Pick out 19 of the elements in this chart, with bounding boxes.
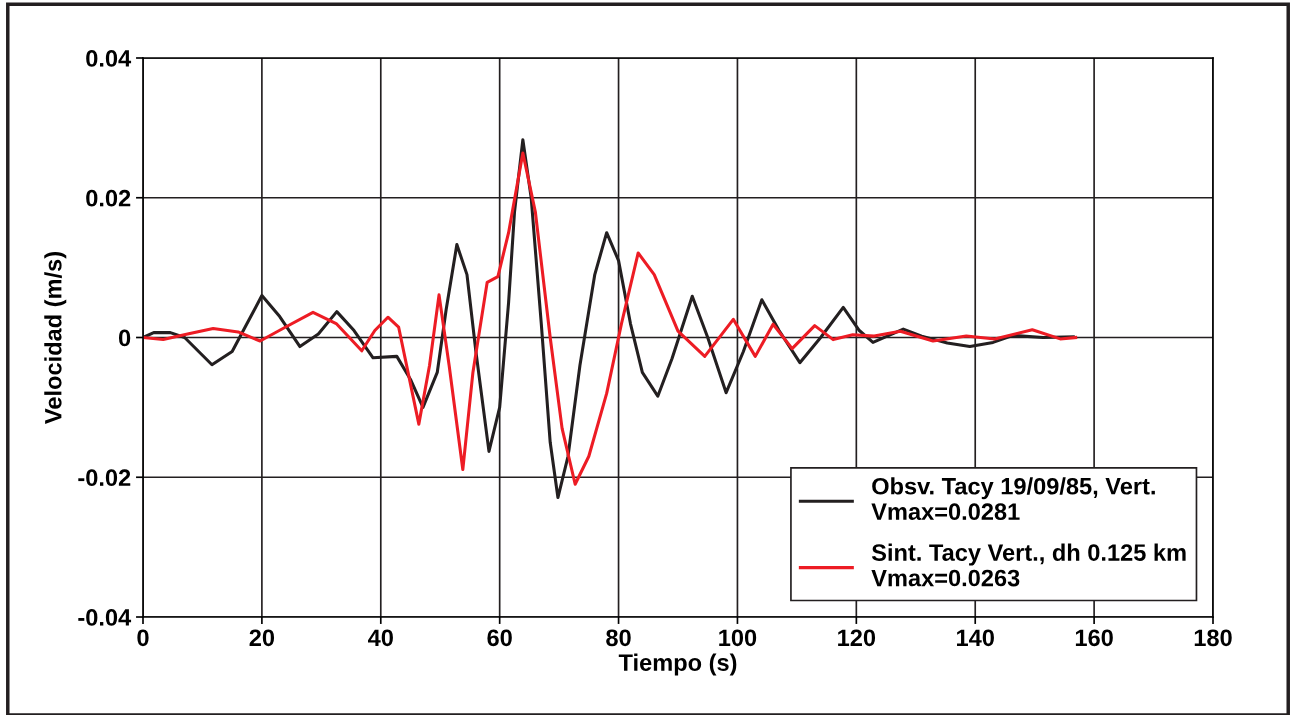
x-tick-label: 80 bbox=[606, 629, 631, 647]
x-tick-label: 120 bbox=[838, 629, 876, 647]
legend-label: Obsv. Tacy 19/09/85, Vert. Vmax=0.0281 bbox=[871, 477, 1155, 521]
y-tick-label: 0.04 bbox=[86, 50, 132, 67]
x-tick-label: 100 bbox=[719, 629, 757, 647]
x-tick-label: 60 bbox=[487, 629, 512, 647]
y-tick-label: -0.02 bbox=[78, 469, 131, 487]
x-axis-title: Tiempo (s) bbox=[618, 653, 737, 676]
x-tick-label: 0 bbox=[137, 629, 149, 647]
y-tick-label: 0.02 bbox=[86, 189, 131, 207]
y-tick-label: -0.04 bbox=[78, 609, 132, 626]
x-tick-label: 140 bbox=[957, 629, 994, 647]
y-axis-title: Velocidad (m/s) bbox=[44, 252, 67, 424]
x-tick-label: 40 bbox=[368, 629, 393, 647]
x-tick-label: 180 bbox=[1194, 629, 1232, 647]
legend-label: Sint. Tacy Vert., dh 0.125 km Vmax=0.0263 bbox=[871, 543, 1186, 587]
x-tick-label: 160 bbox=[1075, 629, 1113, 647]
x-tick-label: 20 bbox=[249, 629, 275, 647]
y-tick-label: 0 bbox=[119, 329, 131, 347]
